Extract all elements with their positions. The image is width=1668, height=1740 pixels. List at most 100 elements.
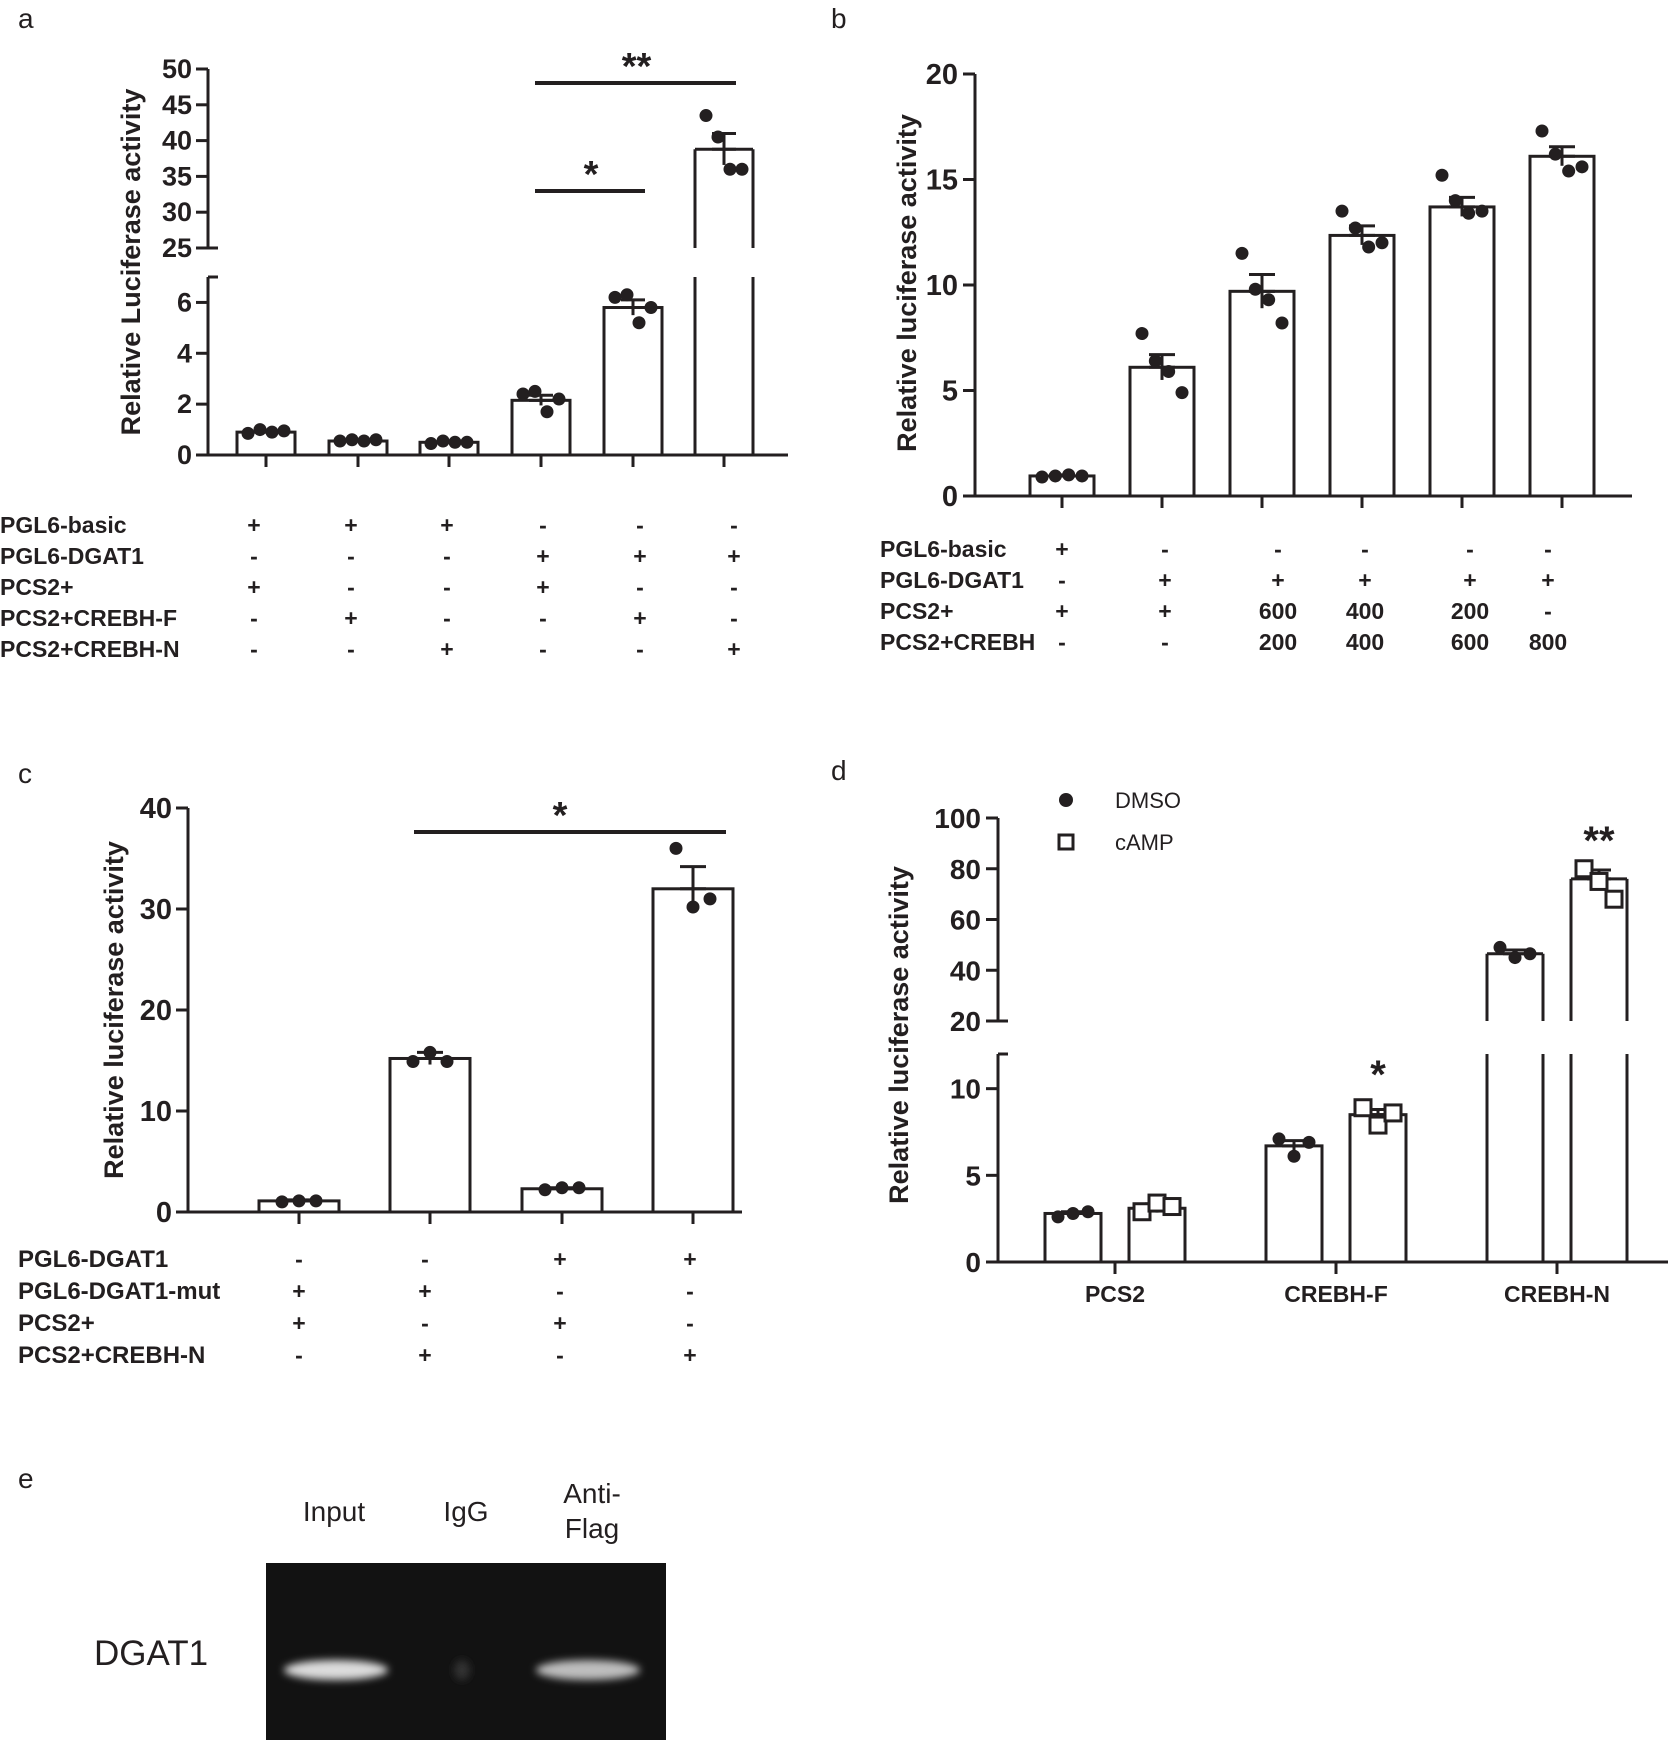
y-tick-label: 10 <box>926 270 958 302</box>
panel-label-d: d <box>831 755 847 786</box>
condition-value: - <box>1544 598 1552 624</box>
condition-value: - <box>556 1278 564 1304</box>
condition-value: 400 <box>1346 629 1384 655</box>
bar-point <box>1248 282 1262 296</box>
bar-point <box>440 1055 454 1069</box>
condition-value: + <box>633 605 646 631</box>
panel-label-b: b <box>831 3 847 34</box>
condition-name: PCS2+CREBH-N <box>0 636 180 662</box>
condition-value: - <box>686 1310 694 1336</box>
bar-point <box>1523 947 1537 961</box>
bar-point <box>1035 470 1049 484</box>
gel-background <box>266 1563 666 1740</box>
bar-point <box>686 900 700 914</box>
condition-value: - <box>347 543 355 569</box>
y-tick-label: 0 <box>965 1247 981 1278</box>
gel-lane-label-antiflag-line2: Flag <box>565 1513 619 1544</box>
bar-point <box>528 384 542 398</box>
condition-value: + <box>727 543 740 569</box>
condition-name: PCS2+ <box>880 598 954 624</box>
condition-value: - <box>347 636 355 662</box>
condition-value: - <box>1058 629 1066 655</box>
bar <box>1328 233 1396 498</box>
condition-value: - <box>539 512 547 538</box>
condition-value: + <box>727 636 740 662</box>
y-tick-label: 0 <box>177 440 192 470</box>
condition-value: - <box>1274 536 1282 562</box>
gel-lane-label-antiflag-line1: Anti- <box>563 1478 621 1509</box>
panel-e-gel: Input IgG Anti- Flag DGAT1 <box>94 1478 666 1740</box>
gel-band <box>536 1660 640 1680</box>
condition-value: - <box>295 1342 303 1368</box>
condition-value: + <box>1158 567 1171 593</box>
condition-value: + <box>536 543 549 569</box>
bar-point <box>1375 236 1389 250</box>
y-axis-title: Relative luciferase activity <box>99 841 129 1179</box>
bar-point <box>369 433 383 447</box>
bar <box>602 306 664 457</box>
y-tick-label: 30 <box>140 894 172 926</box>
bar-point <box>572 1181 586 1195</box>
bar-point <box>1162 365 1176 379</box>
bar-point <box>1589 871 1609 891</box>
bar-point <box>423 1045 437 1059</box>
condition-value: - <box>730 574 738 600</box>
bar-point <box>1448 194 1462 208</box>
bar-point <box>1302 1135 1316 1149</box>
condition-name: PCS2+ <box>18 1310 95 1337</box>
bar-point <box>253 423 267 437</box>
bar-point <box>608 290 622 304</box>
bar-point <box>644 301 658 315</box>
y-axis-title: Relative luciferase activity <box>884 866 914 1204</box>
condition-value: + <box>440 636 453 662</box>
bar-point <box>632 316 646 330</box>
condition-value: - <box>636 574 644 600</box>
legend-label: DMSO <box>1115 788 1181 813</box>
bar-point <box>1535 124 1549 138</box>
bar-point <box>1235 246 1249 260</box>
bar-point <box>1262 293 1276 307</box>
gel-band <box>284 1660 388 1680</box>
bar-point <box>1081 1205 1095 1219</box>
panel-label-c: c <box>18 758 32 789</box>
condition-value: + <box>1541 567 1554 593</box>
condition-value: - <box>1466 536 1474 562</box>
bar-point <box>1362 240 1376 254</box>
bar-point <box>1493 940 1507 954</box>
bar-point <box>448 435 462 449</box>
gel-bands <box>284 1660 640 1680</box>
condition-value: - <box>250 636 258 662</box>
y-tick-label: 35 <box>162 161 192 191</box>
y-tick-label: 50 <box>162 54 192 84</box>
y-tick-label: 20 <box>950 1006 981 1037</box>
y-tick-label: 45 <box>162 90 192 120</box>
condition-value: - <box>250 605 258 631</box>
condition-value: - <box>443 543 451 569</box>
bar-point <box>1562 164 1576 178</box>
gel-band <box>454 1660 470 1680</box>
condition-value: + <box>683 1342 696 1368</box>
condition-value: - <box>443 574 451 600</box>
significance-label: * <box>553 795 568 837</box>
y-tick-label: 5 <box>965 1160 981 1191</box>
bar-point <box>1574 859 1594 879</box>
condition-name: PGL6-DGAT1 <box>880 567 1024 593</box>
y-tick-label: 15 <box>926 165 958 197</box>
bar-point <box>1575 160 1589 174</box>
bar-point <box>1048 469 1062 483</box>
y-tick-label: 100 <box>934 803 981 834</box>
y-tick-label: 30 <box>162 197 192 227</box>
condition-name: PGL6-basic <box>880 536 1007 562</box>
x-category-label: CREBH-F <box>1284 1281 1388 1307</box>
significance-label: * <box>1370 1053 1386 1097</box>
condition-value: 400 <box>1346 598 1384 624</box>
condition-name: PCS2+CREBH-N <box>18 1342 205 1369</box>
bar-point <box>711 130 725 144</box>
condition-value: + <box>553 1310 566 1336</box>
condition-value: + <box>440 512 453 538</box>
y-axis-title: Relative luciferase activity <box>892 114 922 452</box>
bar <box>388 1056 472 1214</box>
bar-point <box>333 434 347 448</box>
bar-point <box>669 841 683 855</box>
bar-point <box>1353 1098 1373 1118</box>
